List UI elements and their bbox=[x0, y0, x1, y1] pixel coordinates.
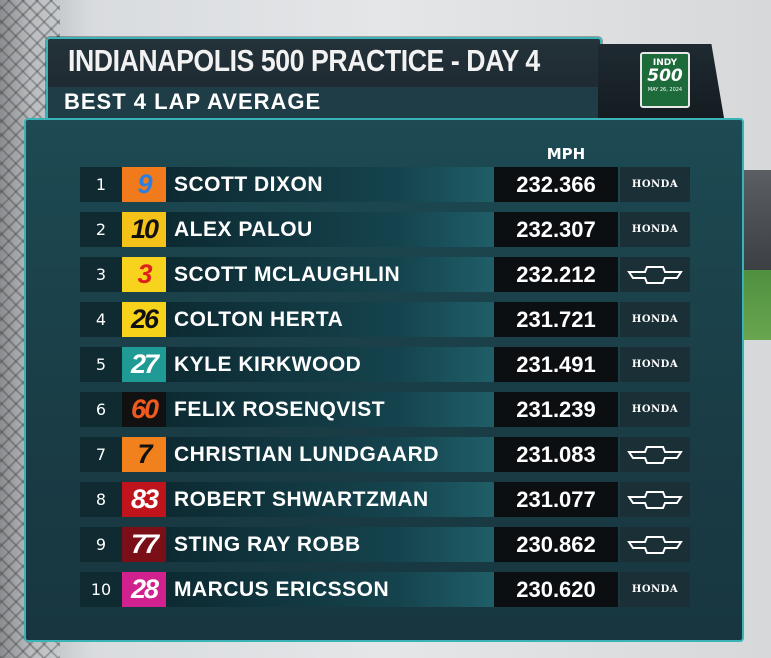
chevrolet-logo bbox=[620, 437, 690, 472]
driver-name: ALEX PALOU bbox=[174, 218, 313, 241]
position-number: 2 bbox=[80, 212, 122, 247]
position-number: 6 bbox=[80, 392, 122, 427]
driver-name: MARCUS ERICSSON bbox=[174, 578, 390, 601]
mph-column-header: MPH bbox=[546, 145, 586, 163]
chevrolet-logo bbox=[620, 527, 690, 562]
car-number: 77 bbox=[122, 527, 166, 562]
driver-name-bar: COLTON HERTA bbox=[166, 302, 494, 337]
chevrolet-bowtie-icon bbox=[627, 490, 683, 509]
honda-logo: HONDA bbox=[620, 167, 690, 202]
lap-speed: 231.239 bbox=[494, 392, 618, 427]
title-box: INDIANAPOLIS 500 PRACTICE - DAY 4 BEST 4… bbox=[46, 37, 602, 121]
lap-speed: 232.212 bbox=[494, 257, 618, 292]
position-number: 1 bbox=[80, 167, 122, 202]
driver-name: CHRISTIAN LUNDGAARD bbox=[174, 443, 439, 466]
position-number: 7 bbox=[80, 437, 122, 472]
driver-name: KYLE KIRKWOOD bbox=[174, 353, 362, 376]
driver-name: ROBERT SHWARTZMAN bbox=[174, 488, 429, 511]
honda-logo: HONDA bbox=[620, 392, 690, 427]
honda-logo: HONDA bbox=[620, 212, 690, 247]
position-number: 8 bbox=[80, 482, 122, 517]
car-number: 60 bbox=[122, 392, 166, 427]
car-number: 83 bbox=[122, 482, 166, 517]
honda-logo: HONDA bbox=[620, 572, 690, 607]
chevrolet-bowtie-icon bbox=[627, 265, 683, 284]
car-number: 26 bbox=[122, 302, 166, 337]
lap-speed: 230.620 bbox=[494, 572, 618, 607]
chevrolet-bowtie-icon bbox=[627, 445, 683, 464]
page-title: INDIANAPOLIS 500 PRACTICE - DAY 4 bbox=[68, 43, 540, 78]
table-row: 3 3 SCOTT MCLAUGHLIN 232.212 bbox=[80, 257, 690, 292]
car-number: 7 bbox=[122, 437, 166, 472]
car-number: 3 bbox=[122, 257, 166, 292]
lap-speed: 231.721 bbox=[494, 302, 618, 337]
subtitle-bar bbox=[48, 87, 600, 119]
table-row: 4 26 COLTON HERTA 231.721 HONDA bbox=[80, 302, 690, 337]
table-row: 6 60 FELIX ROSENQVIST 231.239 HONDA bbox=[80, 392, 690, 427]
chevrolet-logo bbox=[620, 482, 690, 517]
position-number: 10 bbox=[80, 572, 122, 607]
driver-name-bar: ALEX PALOU bbox=[166, 212, 494, 247]
driver-name-bar: MARCUS ERICSSON bbox=[166, 572, 494, 607]
position-number: 3 bbox=[80, 257, 122, 292]
honda-wordmark: HONDA bbox=[631, 404, 679, 415]
driver-name-bar: STING RAY ROBB bbox=[166, 527, 494, 562]
honda-wordmark: HONDA bbox=[631, 224, 679, 235]
lap-speed: 232.307 bbox=[494, 212, 618, 247]
driver-name-bar: FELIX ROSENQVIST bbox=[166, 392, 494, 427]
driver-name-bar: KYLE KIRKWOOD bbox=[166, 347, 494, 382]
table-row: 7 7 CHRISTIAN LUNDGAARD 231.083 bbox=[80, 437, 690, 472]
car-number: 27 bbox=[122, 347, 166, 382]
table-row: 10 28 MARCUS ERICSSON 230.620 HONDA bbox=[80, 572, 690, 607]
car-number: 10 bbox=[122, 212, 166, 247]
indy-500-logo: INDY 500 MAY 26, 2024 bbox=[640, 52, 690, 108]
driver-name: SCOTT MCLAUGHLIN bbox=[174, 263, 401, 286]
car-number: 28 bbox=[122, 572, 166, 607]
table-row: 2 10 ALEX PALOU 232.307 HONDA bbox=[80, 212, 690, 247]
driver-name: FELIX ROSENQVIST bbox=[174, 398, 386, 421]
table-row: 1 9 SCOTT DIXON 232.366 HONDA bbox=[80, 167, 690, 202]
table-row: 5 27 KYLE KIRKWOOD 231.491 HONDA bbox=[80, 347, 690, 382]
lap-speed: 232.366 bbox=[494, 167, 618, 202]
driver-name-bar: SCOTT DIXON bbox=[166, 167, 494, 202]
honda-wordmark: HONDA bbox=[631, 179, 679, 190]
page-subtitle: BEST 4 LAP AVERAGE bbox=[64, 89, 322, 114]
driver-name: STING RAY ROBB bbox=[174, 533, 361, 556]
lap-speed: 231.077 bbox=[494, 482, 618, 517]
driver-name: COLTON HERTA bbox=[174, 308, 344, 331]
position-number: 9 bbox=[80, 527, 122, 562]
position-number: 4 bbox=[80, 302, 122, 337]
position-number: 5 bbox=[80, 347, 122, 382]
driver-name-bar: CHRISTIAN LUNDGAARD bbox=[166, 437, 494, 472]
lap-speed: 231.491 bbox=[494, 347, 618, 382]
driver-name-bar: ROBERT SHWARTZMAN bbox=[166, 482, 494, 517]
table-row: 9 77 STING RAY ROBB 230.862 bbox=[80, 527, 690, 562]
chevrolet-logo bbox=[620, 257, 690, 292]
car-number: 9 bbox=[122, 167, 166, 202]
honda-wordmark: HONDA bbox=[631, 314, 679, 325]
driver-name-bar: SCOTT MCLAUGHLIN bbox=[166, 257, 494, 292]
lap-speed: 230.862 bbox=[494, 527, 618, 562]
honda-logo: HONDA bbox=[620, 302, 690, 337]
honda-wordmark: HONDA bbox=[631, 584, 679, 595]
chevrolet-bowtie-icon bbox=[627, 535, 683, 554]
table-row: 8 83 ROBERT SHWARTZMAN 231.077 bbox=[80, 482, 690, 517]
honda-logo: HONDA bbox=[620, 347, 690, 382]
lap-speed: 231.083 bbox=[494, 437, 618, 472]
honda-wordmark: HONDA bbox=[631, 359, 679, 370]
driver-name: SCOTT DIXON bbox=[174, 173, 324, 196]
